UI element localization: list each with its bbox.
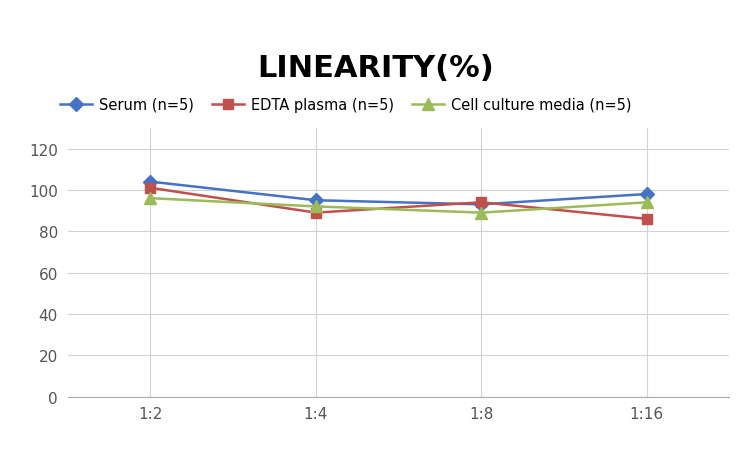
Cell culture media (n=5) (146, 196, 155, 202)
Line: EDTA plasma (n=5): EDTA plasma (n=5) (146, 184, 651, 224)
Line: Cell culture media (n=5): Cell culture media (n=5) (145, 193, 652, 219)
Text: LINEARITY(%): LINEARITY(%) (258, 54, 494, 83)
EDTA plasma (n=5) (642, 216, 651, 222)
Legend: Serum (n=5), EDTA plasma (n=5), Cell culture media (n=5): Serum (n=5), EDTA plasma (n=5), Cell cul… (60, 97, 632, 112)
EDTA plasma (n=5) (477, 200, 486, 206)
Cell culture media (n=5) (477, 211, 486, 216)
Cell culture media (n=5) (642, 200, 651, 206)
EDTA plasma (n=5) (311, 211, 320, 216)
Serum (n=5) (642, 192, 651, 197)
Serum (n=5) (146, 179, 155, 185)
EDTA plasma (n=5) (146, 186, 155, 191)
Serum (n=5) (311, 198, 320, 203)
Serum (n=5) (477, 202, 486, 207)
Line: Serum (n=5): Serum (n=5) (146, 177, 651, 210)
Cell culture media (n=5) (311, 204, 320, 210)
